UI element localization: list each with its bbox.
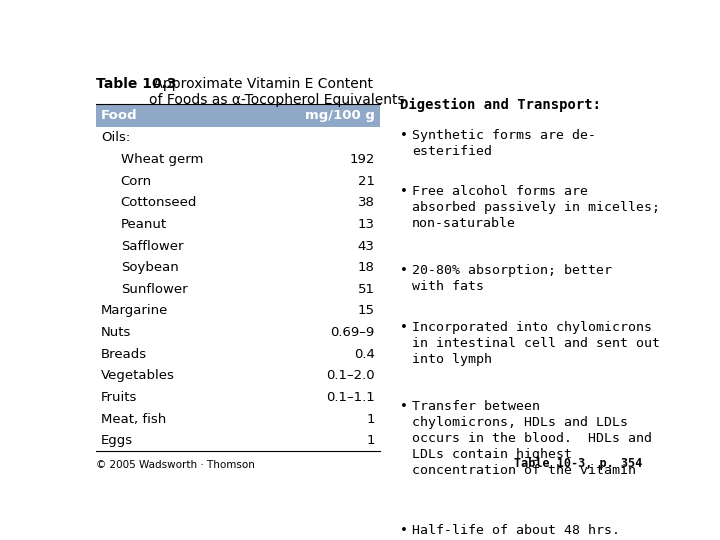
Text: 51: 51 bbox=[358, 283, 374, 296]
Text: Digestion and Transport:: Digestion and Transport: bbox=[400, 98, 600, 112]
Text: 0.1–2.0: 0.1–2.0 bbox=[326, 369, 374, 382]
Text: Corn: Corn bbox=[121, 175, 152, 188]
Text: Approximate Vitamin E Content
of Foods as α-Tocopherol Equivalents: Approximate Vitamin E Content of Foods a… bbox=[148, 77, 404, 107]
Text: Meat, fish: Meat, fish bbox=[101, 413, 166, 426]
Text: •: • bbox=[400, 524, 408, 537]
Text: Half-life of about 48 hrs.: Half-life of about 48 hrs. bbox=[412, 524, 620, 537]
Text: Vegetables: Vegetables bbox=[101, 369, 175, 382]
Text: 21: 21 bbox=[358, 175, 374, 188]
Text: 20-80% absorption; better
with fats: 20-80% absorption; better with fats bbox=[412, 265, 612, 293]
Text: Oils:: Oils: bbox=[101, 131, 130, 145]
Text: Peanut: Peanut bbox=[121, 218, 167, 231]
Text: 1: 1 bbox=[366, 434, 374, 447]
Text: Food: Food bbox=[101, 109, 138, 122]
Text: Table 10-3, p. 354: Table 10-3, p. 354 bbox=[514, 457, 642, 470]
Text: Sunflower: Sunflower bbox=[121, 283, 187, 296]
Text: 18: 18 bbox=[358, 261, 374, 274]
Text: 15: 15 bbox=[358, 305, 374, 318]
Text: 0.1–1.1: 0.1–1.1 bbox=[326, 391, 374, 404]
Text: 1: 1 bbox=[366, 413, 374, 426]
Text: Wheat germ: Wheat germ bbox=[121, 153, 203, 166]
Text: 13: 13 bbox=[358, 218, 374, 231]
Text: 38: 38 bbox=[358, 197, 374, 210]
Text: Cottonseed: Cottonseed bbox=[121, 197, 197, 210]
Text: 0.4: 0.4 bbox=[354, 348, 374, 361]
Bar bbox=[96, 104, 380, 127]
Text: Free alcohol forms are
absorbed passively in micelles;
non-saturable: Free alcohol forms are absorbed passivel… bbox=[412, 185, 660, 231]
Text: mg/100 g: mg/100 g bbox=[305, 109, 374, 122]
Text: •: • bbox=[400, 129, 408, 142]
Text: Synthetic forms are de-
esterified: Synthetic forms are de- esterified bbox=[412, 129, 596, 158]
Text: © 2005 Wadsworth · Thomson: © 2005 Wadsworth · Thomson bbox=[96, 460, 254, 470]
Text: Fruits: Fruits bbox=[101, 391, 138, 404]
Text: 192: 192 bbox=[349, 153, 374, 166]
Text: Eggs: Eggs bbox=[101, 434, 133, 447]
Text: Soybean: Soybean bbox=[121, 261, 179, 274]
Text: Nuts: Nuts bbox=[101, 326, 132, 339]
Text: •: • bbox=[400, 265, 408, 278]
Text: Incorporated into chylomicrons
in intestinal cell and sent out
into lymph: Incorporated into chylomicrons in intest… bbox=[412, 321, 660, 366]
Text: Safflower: Safflower bbox=[121, 240, 183, 253]
Text: Breads: Breads bbox=[101, 348, 148, 361]
Text: Margarine: Margarine bbox=[101, 305, 168, 318]
Text: •: • bbox=[400, 185, 408, 198]
Text: •: • bbox=[400, 400, 408, 413]
Text: •: • bbox=[400, 321, 408, 334]
Text: Transfer between
chylomicrons, HDLs and LDLs
occurs in the blood.  HDLs and
LDLs: Transfer between chylomicrons, HDLs and … bbox=[412, 400, 652, 476]
Text: Table 10.3: Table 10.3 bbox=[96, 77, 176, 91]
Text: 43: 43 bbox=[358, 240, 374, 253]
Text: 0.69–9: 0.69–9 bbox=[330, 326, 374, 339]
